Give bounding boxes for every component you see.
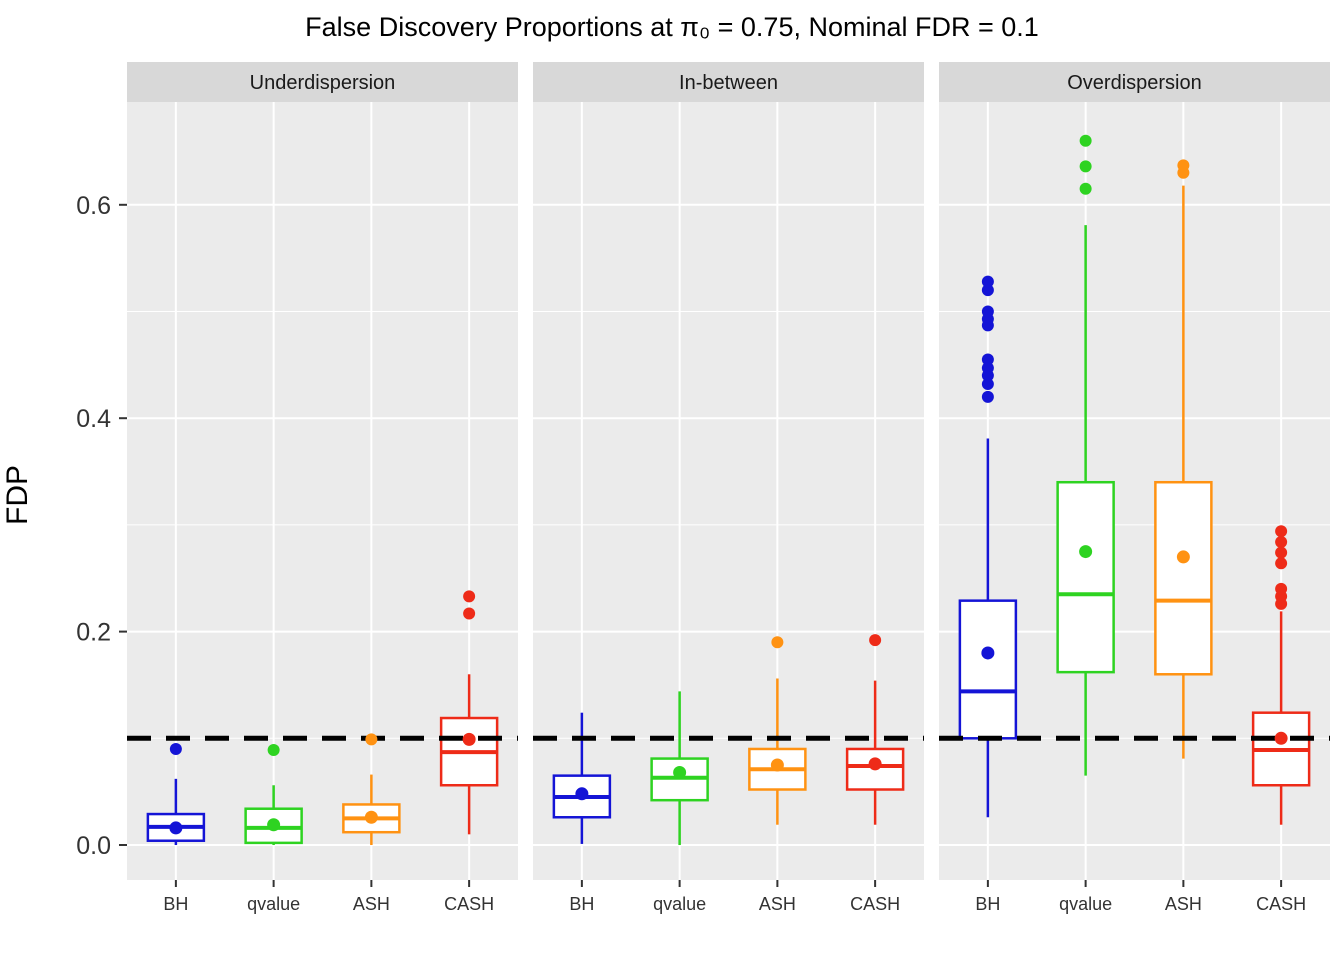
mean-dot xyxy=(1274,731,1288,745)
outlier-dot xyxy=(981,284,994,297)
outlier-dot xyxy=(771,636,784,649)
x-tick-label: CASH xyxy=(444,894,494,914)
box xyxy=(958,599,1018,740)
outlier-dot xyxy=(1079,134,1092,147)
facet-strip xyxy=(939,62,1330,102)
outlier-dot xyxy=(981,362,994,375)
outlier-dot xyxy=(1079,182,1092,195)
outlier-dot xyxy=(1275,557,1288,570)
x-tick-label: ASH xyxy=(1165,894,1202,914)
mean-dot xyxy=(1079,545,1093,559)
outlier-dot xyxy=(365,733,378,746)
y-tick-label: 0.2 xyxy=(76,619,111,647)
x-tick-label: CASH xyxy=(1256,894,1306,914)
outlier-dot xyxy=(1275,546,1288,559)
facet-strip xyxy=(127,62,518,102)
mean-dot xyxy=(1176,550,1190,564)
outlier-dot xyxy=(981,378,994,391)
x-tick-label: ASH xyxy=(759,894,796,914)
facet-strip-label: Overdispersion xyxy=(1067,72,1202,94)
outlier-dot xyxy=(463,590,476,603)
facet-strip xyxy=(533,62,924,102)
box xyxy=(244,807,303,845)
outlier-dot xyxy=(169,742,182,755)
mean-dot xyxy=(770,758,784,772)
mean-dot xyxy=(169,821,183,835)
outlier-dot xyxy=(1275,525,1288,538)
outlier-dot xyxy=(1177,159,1190,172)
y-tick-label: 0.0 xyxy=(76,832,111,860)
outlier-dot xyxy=(981,305,994,318)
outlier-dot xyxy=(1275,582,1288,595)
x-tick-label: ASH xyxy=(353,894,390,914)
mean-dot xyxy=(575,787,589,801)
chart-title: False Discovery Proportions at π₀ = 0.75… xyxy=(305,12,1039,42)
y-tick-label: 0.6 xyxy=(76,192,111,220)
y-tick-label: 0.4 xyxy=(76,405,111,433)
mean-dot xyxy=(673,765,687,779)
x-tick-label: qvalue xyxy=(247,894,300,914)
outlier-dot xyxy=(981,275,994,288)
x-tick-label: BH xyxy=(975,894,1000,914)
mean-dot xyxy=(364,810,378,824)
x-tick-label: CASH xyxy=(850,894,900,914)
mean-dot xyxy=(981,646,995,660)
x-tick-label: BH xyxy=(163,894,188,914)
mean-dot xyxy=(462,732,476,746)
outlier-dot xyxy=(981,390,994,403)
outlier-dot xyxy=(1079,160,1092,173)
x-tick-label: qvalue xyxy=(1059,894,1112,914)
y-axis-label: FDP xyxy=(1,465,34,525)
x-tick-label: qvalue xyxy=(653,894,706,914)
outlier-dot xyxy=(463,607,476,620)
x-tick-label: BH xyxy=(569,894,594,914)
facet-strip-label: Underdispersion xyxy=(250,72,396,94)
outlier-dot xyxy=(1275,535,1288,548)
facet-strip-label: In-between xyxy=(679,72,778,94)
outlier-dot xyxy=(267,744,280,757)
box xyxy=(1056,480,1115,674)
mean-dot xyxy=(868,757,882,771)
outlier-dot xyxy=(981,353,994,366)
outlier-dot xyxy=(869,634,882,647)
mean-dot xyxy=(267,818,281,832)
box xyxy=(1154,480,1213,676)
